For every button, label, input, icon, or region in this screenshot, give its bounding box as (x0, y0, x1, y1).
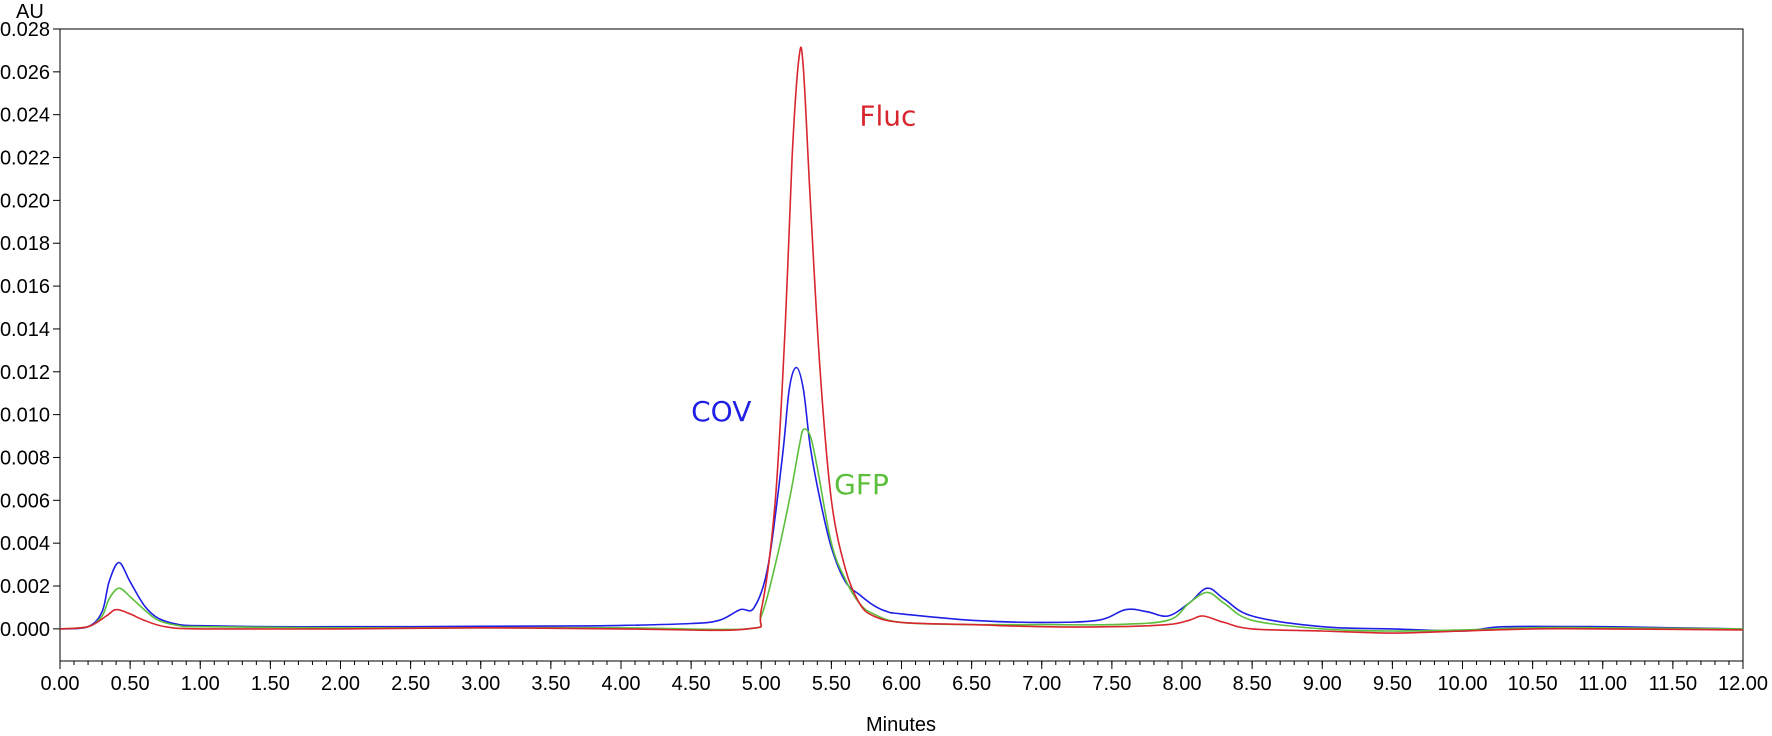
y-tick-label: 0.004 (0, 533, 50, 555)
x-tick-label: 10.50 (1508, 673, 1558, 695)
x-tick-label: 4.50 (672, 673, 711, 695)
x-tick-label: 6.00 (882, 673, 921, 695)
annotation-cov: COV (691, 395, 751, 428)
series-line-cov (59, 366, 1744, 632)
x-axis-title: Minutes (866, 714, 936, 736)
x-tick-label: 7.50 (1092, 673, 1131, 695)
x-tick-label: 6.50 (952, 673, 991, 695)
x-tick-label: 3.00 (461, 673, 500, 695)
y-tick-label: 0.028 (0, 19, 50, 41)
x-tick-label: 2.00 (321, 673, 360, 695)
x-tick-label: 0.00 (41, 673, 80, 695)
x-tick-label: 11.50 (1649, 673, 1698, 695)
annotation-fluc: Fluc (859, 99, 916, 132)
x-tick-label: 5.50 (812, 673, 851, 695)
x-tick-label: 3.50 (531, 673, 570, 695)
y-tick-label: 0.016 (0, 276, 50, 298)
y-tick-label: 0.008 (0, 447, 50, 469)
series-annotations: Fluc COV GFP (691, 99, 916, 500)
x-tick-label: 1.00 (181, 673, 220, 695)
y-tick-label: 0.002 (0, 576, 50, 598)
y-tick-label: 0.020 (0, 190, 50, 212)
series-line-gfp (59, 428, 1744, 632)
y-axis: 0.000 0.002 0.004 0.006 0.008 0.010 0.012 0.014… (0, 19, 60, 641)
y-tick-label: 0.006 (0, 490, 50, 512)
y-axis-title: AU (16, 1, 44, 23)
x-tick-label: 1.50 (251, 673, 290, 695)
x-tick-label: 9.00 (1303, 673, 1342, 695)
y-tick-label: 0.018 (0, 233, 50, 255)
x-tick-label: 4.00 (602, 673, 641, 695)
x-tick-label: 9.50 (1373, 673, 1412, 695)
y-tick-label: 0.022 (0, 148, 50, 170)
y-tick-label: 0.024 (0, 105, 50, 127)
y-tick-label: 0.026 (0, 62, 50, 84)
x-tick-label: 12.00 (1718, 673, 1768, 695)
x-tick-label: 2.50 (391, 673, 430, 695)
series-line-fluc (59, 46, 1744, 634)
x-tick-label: 5.00 (742, 673, 781, 695)
x-tick-label: 0.50 (111, 673, 150, 695)
x-tick-label: 8.50 (1233, 673, 1272, 695)
x-tick-label: 11.00 (1578, 673, 1627, 695)
x-tick-label: 7.00 (1022, 673, 1061, 695)
series-lines (59, 46, 1744, 634)
y-tick-label: 0.012 (0, 362, 50, 384)
y-tick-label: 0.000 (0, 619, 50, 641)
y-tick-label: 0.010 (0, 405, 50, 427)
y-tick-label: 0.014 (0, 319, 50, 341)
x-tick-label: 8.00 (1163, 673, 1202, 695)
x-axis: 0.00 0.50 1.00 1.50 2.00 2.50 3.00 3.50 4.00 4.50… (41, 661, 1768, 695)
x-tick-label: 10.00 (1437, 673, 1487, 695)
plot-area (59, 28, 1744, 662)
annotation-gfp: GFP (834, 468, 889, 501)
